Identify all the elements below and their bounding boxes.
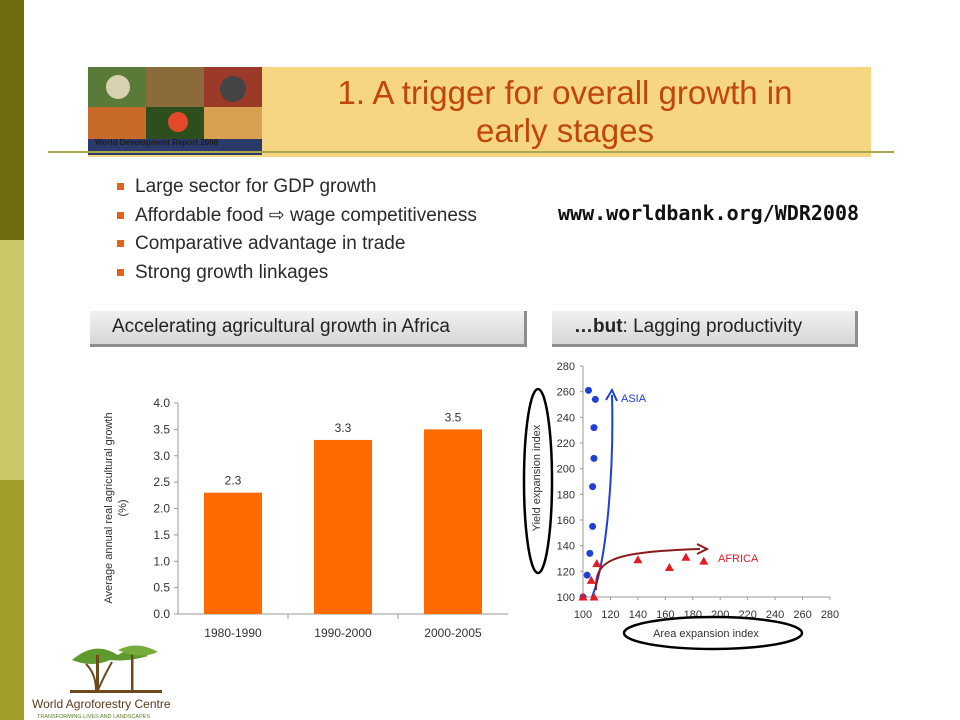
right-panel-title: …but: Lagging productivity bbox=[552, 311, 858, 347]
bar bbox=[204, 492, 262, 614]
x-tick-label: 2000-2005 bbox=[424, 626, 482, 640]
africa-trend-arrow bbox=[594, 548, 701, 591]
africa-series-label: AFRICA bbox=[718, 553, 759, 565]
y-tick-label: 180 bbox=[557, 489, 575, 501]
slide-title: 1. A trigger for overall growth in early… bbox=[270, 74, 860, 150]
y-tick-label: 260 bbox=[557, 387, 575, 399]
bar bbox=[314, 439, 372, 614]
list-item: Large sector for GDP growth bbox=[116, 173, 477, 202]
asia-point bbox=[586, 549, 594, 557]
highlight-ellipse-yaxis bbox=[522, 387, 554, 575]
sidebar-decoration bbox=[0, 0, 24, 720]
y-tick-label: 0.5 bbox=[153, 581, 170, 595]
africa-point bbox=[592, 559, 602, 568]
x-tick-label: 280 bbox=[821, 609, 839, 621]
data-label: 3.3 bbox=[335, 421, 352, 435]
africa-point bbox=[633, 555, 643, 564]
asia-point bbox=[590, 424, 598, 432]
list-item: Strong growth linkages bbox=[116, 259, 477, 288]
asia-point bbox=[584, 386, 592, 394]
asia-arrowhead bbox=[605, 387, 618, 402]
y-tick-label: 120 bbox=[557, 566, 575, 578]
panel-title-emphasis: …but bbox=[574, 316, 623, 337]
bullet-square-icon bbox=[117, 268, 124, 276]
x-tick-label: 1990-2000 bbox=[314, 626, 372, 640]
data-label: 2.3 bbox=[225, 474, 242, 488]
africa-arrowhead bbox=[696, 543, 710, 555]
y-tick-label: 2.5 bbox=[153, 475, 170, 489]
y-tick-label: 3.0 bbox=[153, 449, 170, 463]
asia-series-label: ASIA bbox=[621, 393, 647, 405]
africa-point bbox=[589, 592, 599, 601]
bullet-square-icon bbox=[117, 183, 124, 190]
y-axis-label-line: (%) bbox=[117, 499, 129, 516]
y-axis-label: Average annual real agricultural growth(… bbox=[103, 412, 129, 603]
y-tick-label: 1.0 bbox=[153, 554, 170, 568]
x-axis-label: Area expansion index bbox=[653, 628, 759, 640]
y-tick-label: 3.5 bbox=[153, 422, 170, 436]
y-axis-label: Yield expansion index bbox=[531, 424, 543, 531]
asia-point bbox=[589, 483, 597, 491]
title-line-1: 1. A trigger for overall growth in bbox=[337, 74, 793, 111]
logo-name: World Agroforestry Centre bbox=[32, 697, 171, 711]
tree-icon bbox=[70, 645, 162, 693]
list-item: Comparative advantage in trade bbox=[116, 230, 477, 259]
y-tick-label: 200 bbox=[557, 464, 575, 476]
y-tick-label: 280 bbox=[557, 361, 575, 373]
x-tick-label: 240 bbox=[766, 609, 784, 621]
logo-tagline: TRANSFORMING LIVES AND LANDSCAPES bbox=[37, 714, 150, 720]
y-tick-label: 1.5 bbox=[153, 528, 170, 542]
y-tick-label: 0.0 bbox=[153, 607, 170, 621]
asia-point bbox=[589, 522, 597, 530]
africa-point bbox=[586, 575, 596, 584]
africa-point bbox=[578, 592, 588, 601]
list-item: Affordable food ⇨ wage competitiveness bbox=[116, 202, 477, 231]
asia-point bbox=[583, 571, 591, 579]
x-tick-label: 140 bbox=[629, 609, 647, 621]
x-tick-label: 260 bbox=[793, 609, 811, 621]
left-panel-title: Accelerating agricultural growth in Afri… bbox=[90, 311, 527, 347]
y-tick-label: 140 bbox=[557, 541, 575, 553]
bullet-square-icon bbox=[117, 211, 124, 219]
report-caption: World Development Report 2008 bbox=[95, 138, 218, 147]
highlight-ellipse-xaxis bbox=[622, 615, 804, 651]
header-divider bbox=[48, 151, 894, 153]
bullet-square-icon bbox=[117, 240, 124, 247]
asia-point bbox=[590, 454, 598, 462]
report-cover-image bbox=[88, 67, 262, 155]
bullet-list: Large sector for GDP growth Affordable f… bbox=[116, 173, 477, 287]
y-tick-label: 160 bbox=[557, 515, 575, 527]
y-tick-label: 4.0 bbox=[153, 396, 170, 410]
x-tick-label: 100 bbox=[574, 609, 592, 621]
data-label: 3.5 bbox=[445, 410, 462, 424]
africa-point bbox=[681, 552, 691, 561]
africa-point bbox=[664, 562, 674, 571]
x-tick-label: 120 bbox=[601, 609, 619, 621]
y-tick-label: 240 bbox=[557, 412, 575, 424]
asia-point bbox=[591, 395, 599, 403]
africa-point bbox=[699, 556, 709, 565]
title-line-2: early stages bbox=[476, 112, 654, 149]
x-tick-label: 1980-1990 bbox=[204, 626, 262, 640]
y-axis-label-line: Average annual real agricultural growth bbox=[103, 412, 115, 603]
y-tick-label: 2.0 bbox=[153, 502, 170, 516]
bar bbox=[424, 429, 482, 614]
panel-title-rest: : Lagging productivity bbox=[622, 316, 803, 337]
y-tick-label: 220 bbox=[557, 438, 575, 450]
y-tick-label: 100 bbox=[557, 592, 575, 604]
worldbank-url[interactable]: www.worldbank.org/WDR2008 bbox=[558, 201, 860, 225]
